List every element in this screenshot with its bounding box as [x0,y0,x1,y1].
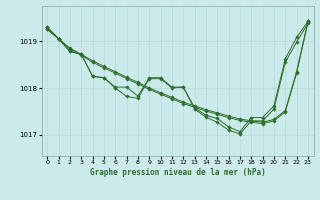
X-axis label: Graphe pression niveau de la mer (hPa): Graphe pression niveau de la mer (hPa) [90,168,266,177]
